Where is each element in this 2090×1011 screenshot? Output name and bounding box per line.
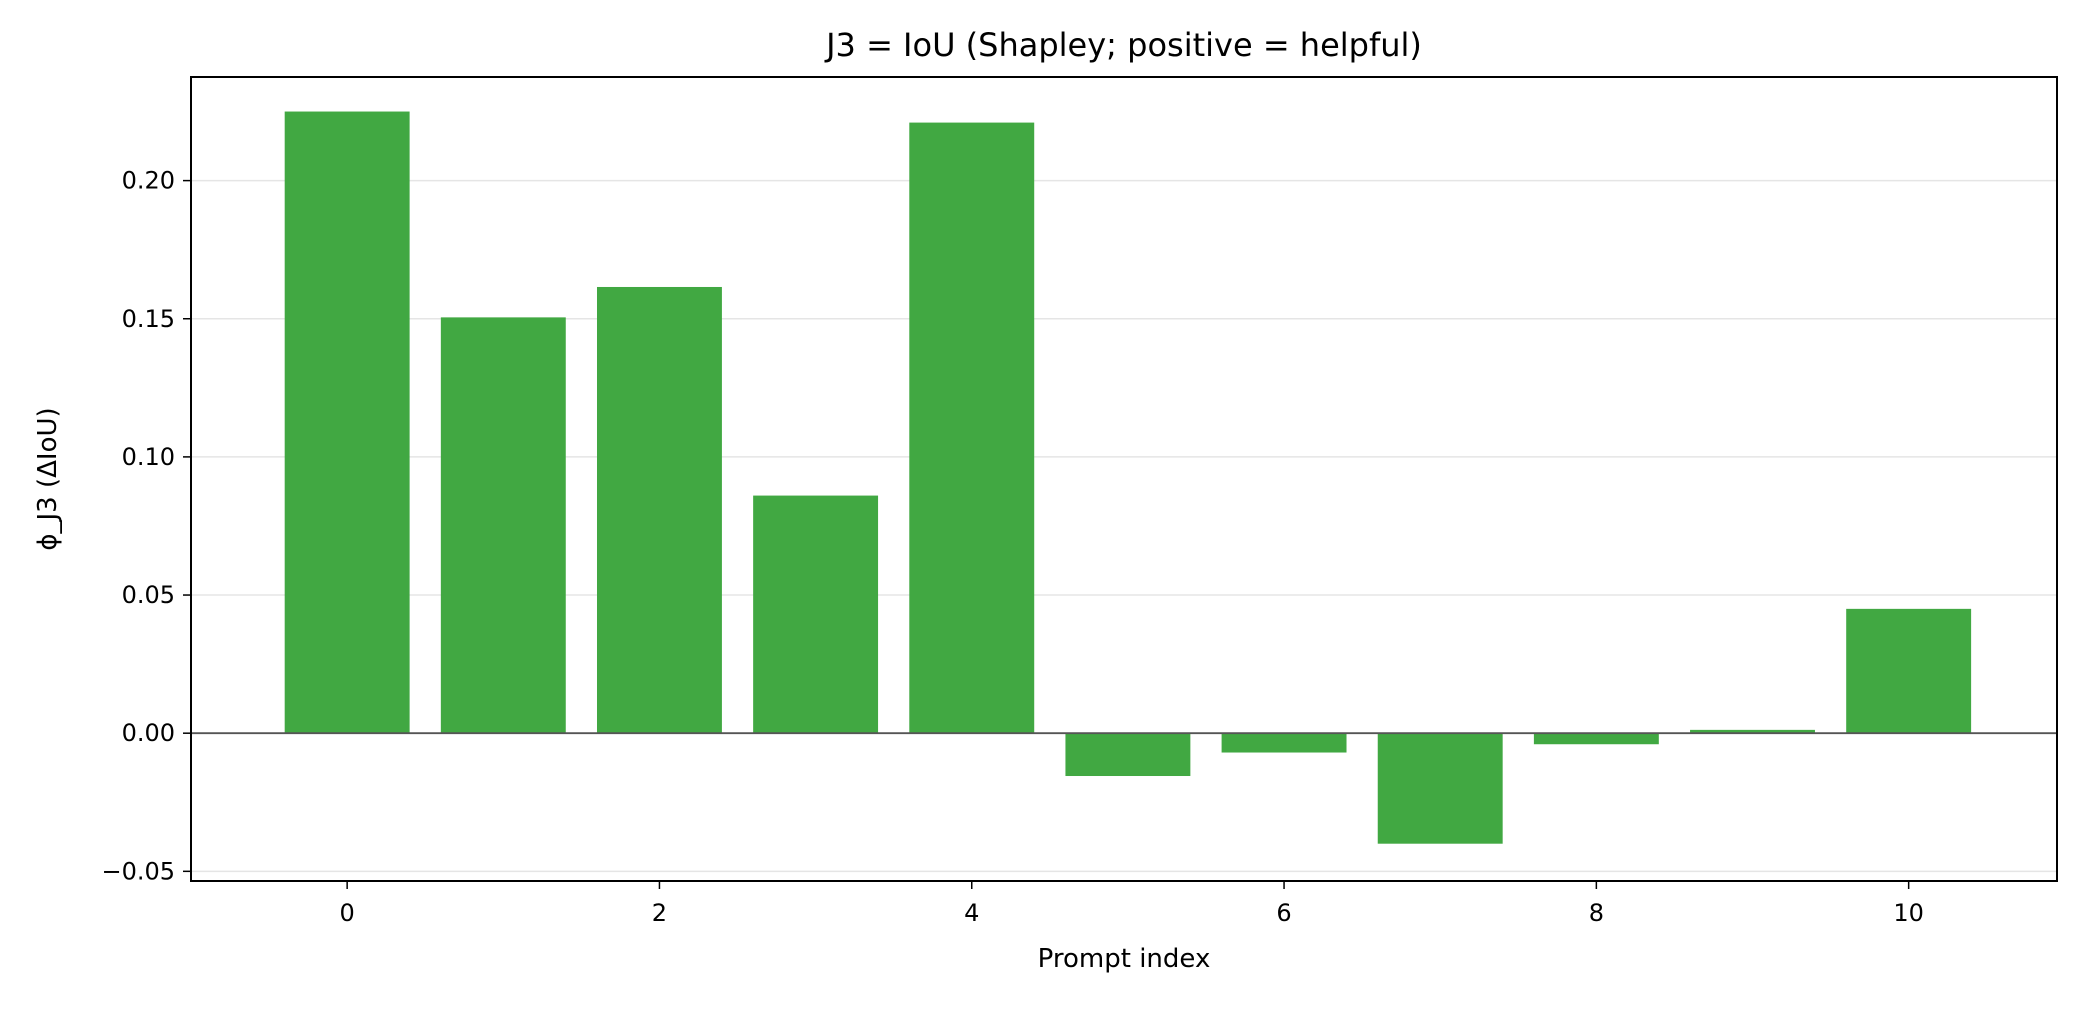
x-tick-label: 0 bbox=[340, 899, 355, 927]
bar-prompt-3 bbox=[753, 495, 879, 734]
y-tick-label: −0.05 bbox=[101, 857, 175, 885]
plot-frame bbox=[190, 76, 2058, 882]
bar-prompt-5 bbox=[1065, 733, 1191, 777]
x-tick-label: 6 bbox=[1276, 899, 1291, 927]
bar-prompt-0 bbox=[284, 111, 410, 734]
y-tick-label: 0.05 bbox=[122, 581, 175, 609]
bar-prompt-10 bbox=[1846, 608, 1972, 734]
bar-prompt-2 bbox=[596, 286, 722, 734]
x-axis-label: Prompt index bbox=[1038, 944, 1211, 974]
x-tick-label: 2 bbox=[652, 899, 667, 927]
x-axis-ticks: 0 2 4 6 8 10 bbox=[340, 881, 1924, 927]
y-tick-label: 0.15 bbox=[122, 305, 175, 333]
x-tick-label: 10 bbox=[1893, 899, 1924, 927]
y-tick-label: 0.20 bbox=[122, 167, 175, 195]
y-axis-label: ϕ_J3 (ΔIoU) bbox=[33, 407, 63, 550]
bar-prompt-7 bbox=[1377, 733, 1503, 844]
x-tick-label: 8 bbox=[1589, 899, 1604, 927]
bar-prompt-6 bbox=[1221, 733, 1347, 753]
bar-prompt-8 bbox=[1533, 733, 1659, 745]
x-tick-label: 4 bbox=[964, 899, 979, 927]
y-tick-label: 0.10 bbox=[122, 443, 175, 471]
y-tick-label: 0.00 bbox=[122, 719, 175, 747]
bar-prompt-1 bbox=[440, 317, 566, 734]
chart-title: J3 = IoU (Shapley; positive = helpful) bbox=[824, 26, 1422, 64]
bar-prompt-9 bbox=[1690, 729, 1815, 734]
y-axis-ticks: −0.05 0.00 0.05 0.10 0.15 0.20 bbox=[101, 167, 191, 885]
bar-prompt-4 bbox=[909, 122, 1035, 734]
bars bbox=[284, 111, 1972, 844]
